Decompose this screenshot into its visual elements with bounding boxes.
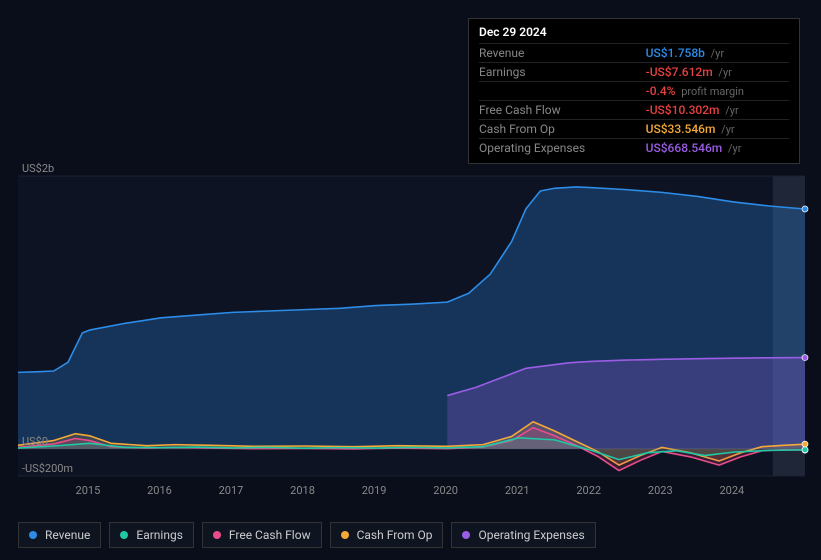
tooltip-row-label: Cash From Op (479, 120, 626, 139)
tooltip-row-label: Operating Expenses (479, 139, 626, 158)
x-tick-label: 2015 (76, 484, 101, 497)
legend-item-cashop[interactable]: Cash From Op (330, 522, 444, 548)
legend-dot-icon (29, 531, 37, 539)
tooltip-row-value: US$1.758b /yr (626, 44, 789, 63)
legend-label: Earnings (136, 528, 183, 542)
tooltip-row-value: -US$10.302m /yr (626, 101, 789, 120)
tooltip-row: -0.4% profit margin (479, 82, 789, 101)
tooltip-row-label: Revenue (479, 44, 626, 63)
legend-item-opex[interactable]: Operating Expenses (451, 522, 595, 548)
x-tick-label: 2020 (433, 484, 458, 497)
tooltip-row-label: Earnings (479, 63, 626, 82)
tooltip-row: Earnings-US$7.612m /yr (479, 63, 789, 82)
legend-dot-icon (120, 531, 128, 539)
legend-dot-icon (462, 531, 470, 539)
hover-tooltip: Dec 29 2024 RevenueUS$1.758b /yrEarnings… (468, 18, 800, 164)
tooltip-row-value: US$33.546m /yr (626, 120, 789, 139)
tooltip-date: Dec 29 2024 (479, 25, 789, 39)
legend-dot-icon (341, 531, 349, 539)
x-tick-label: 2024 (719, 484, 744, 497)
x-tick-label: 2016 (147, 484, 172, 497)
y-tick-label: US$0 (22, 435, 48, 448)
chart-legend: Revenue Earnings Free Cash Flow Cash From O… (18, 522, 596, 548)
x-tick-label: 2017 (219, 484, 244, 497)
legend-item-earnings[interactable]: Earnings (109, 522, 194, 548)
y-tick-label: -US$200m (22, 462, 73, 475)
tooltip-row-value: -US$7.612m /yr (626, 63, 789, 82)
legend-label: Revenue (45, 528, 90, 542)
legend-item-revenue[interactable]: Revenue (18, 522, 101, 548)
x-tick-label: 2019 (362, 484, 387, 497)
legend-dot-icon (213, 531, 221, 539)
tooltip-row: Free Cash Flow-US$10.302m /yr (479, 101, 789, 120)
y-tick-label: US$2b (22, 162, 54, 175)
x-tick-label: 2018 (290, 484, 315, 497)
tooltip-row: Cash From OpUS$33.546m /yr (479, 120, 789, 139)
legend-label: Operating Expenses (478, 528, 584, 542)
x-tick-label: 2022 (576, 484, 601, 497)
tooltip-row: RevenueUS$1.758b /yr (479, 44, 789, 63)
tooltip-row: Operating ExpensesUS$668.546m /yr (479, 139, 789, 158)
legend-item-fcf[interactable]: Free Cash Flow (202, 522, 322, 548)
tooltip-row-label: Free Cash Flow (479, 101, 626, 120)
legend-label: Cash From Op (357, 528, 433, 542)
tooltip-row-value: US$668.546m /yr (626, 139, 789, 158)
x-tick-label: 2021 (505, 484, 530, 497)
tooltip-row-label (479, 82, 626, 101)
tooltip-row-value: -0.4% profit margin (626, 82, 789, 101)
legend-label: Free Cash Flow (229, 528, 311, 542)
x-tick-label: 2023 (648, 484, 673, 497)
financials-area-chart: US$2b US$0 -US$200m 2015 2016 2017 2018 2019 20… (0, 0, 821, 560)
